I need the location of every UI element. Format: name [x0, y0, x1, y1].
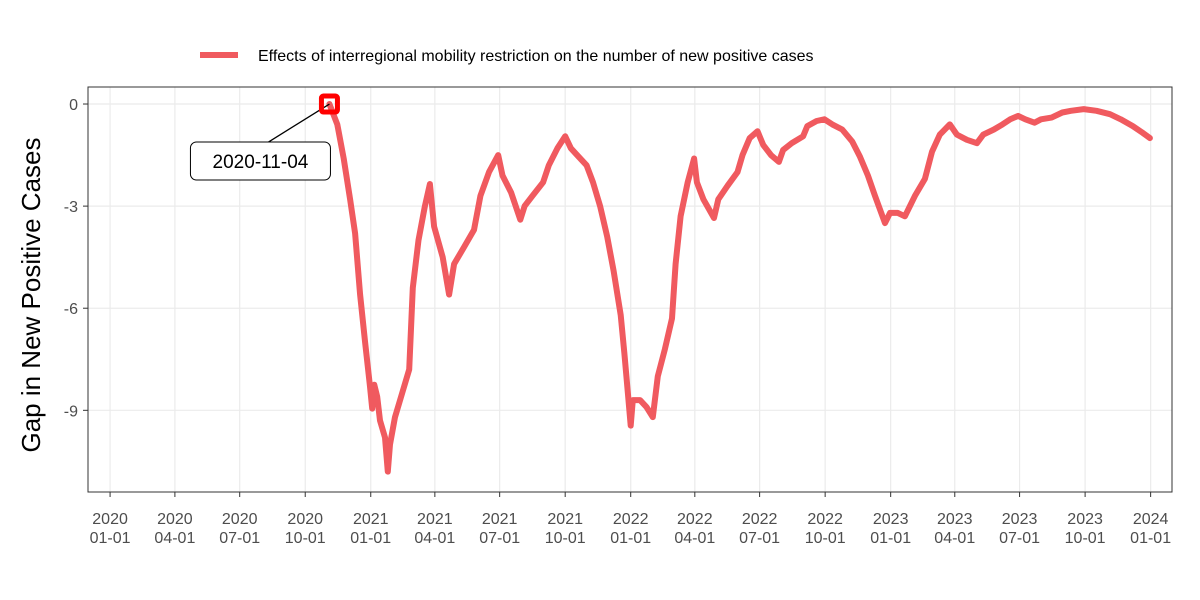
y-tick-label-0: 0 — [69, 97, 78, 114]
x-tick-label-2: 2020 07-01 — [219, 511, 260, 547]
annotation: 2020-11-04 — [189, 93, 340, 181]
x-axis: 2020 01-01 2020 04-01 2020 07-01 2020 10-01 2021… — [90, 492, 1171, 547]
legend-label: Effects of interregional mobility restri… — [258, 48, 814, 65]
x-tick-label-16: 2024 01-01 — [1130, 511, 1171, 547]
x-tick-label-0: 2020 01-01 — [90, 511, 131, 547]
series-line — [326, 101, 1153, 475]
y-tick-label-1: -3 — [64, 199, 78, 216]
x-tick-label-4: 2021 01-01 — [350, 511, 391, 547]
x-tick-label-14: 2023 07-01 — [999, 511, 1040, 547]
legend: Effects of interregional mobility restri… — [200, 48, 814, 65]
y-axis: 0 -3 -6 -9 — [64, 97, 88, 420]
annotation-label-box — [189, 141, 331, 181]
x-tick-label-5: 2021 04-01 — [414, 511, 455, 547]
annotation-marker — [318, 93, 340, 115]
x-tick-label-13: 2023 04-01 — [934, 511, 975, 547]
y-axis-label: Gap in New Positive Cases — [16, 137, 46, 452]
plot-panel-border — [87, 86, 1173, 493]
x-tick-label-7: 2021 10-01 — [545, 511, 586, 547]
x-tick-label-10: 2022 07-01 — [739, 511, 780, 547]
x-tick-label-1: 2020 04-01 — [154, 511, 195, 547]
annotation-label: 2020-11-04 — [213, 152, 309, 173]
x-tick-label-15: 2023 10-01 — [1065, 511, 1106, 547]
x-tick-label-3: 2020 10-01 — [285, 511, 326, 547]
x-tick-label-11: 2022 10-01 — [805, 511, 846, 547]
y-tick-label-2: -6 — [64, 301, 78, 318]
y-tick-label-3: -9 — [64, 403, 78, 420]
x-tick-label-12: 2023 01-01 — [870, 511, 911, 547]
x-tick-label-8: 2022 01-01 — [610, 511, 651, 547]
x-tick-label-6: 2021 07-01 — [479, 511, 520, 547]
x-tick-label-9: 2022 04-01 — [674, 511, 715, 547]
